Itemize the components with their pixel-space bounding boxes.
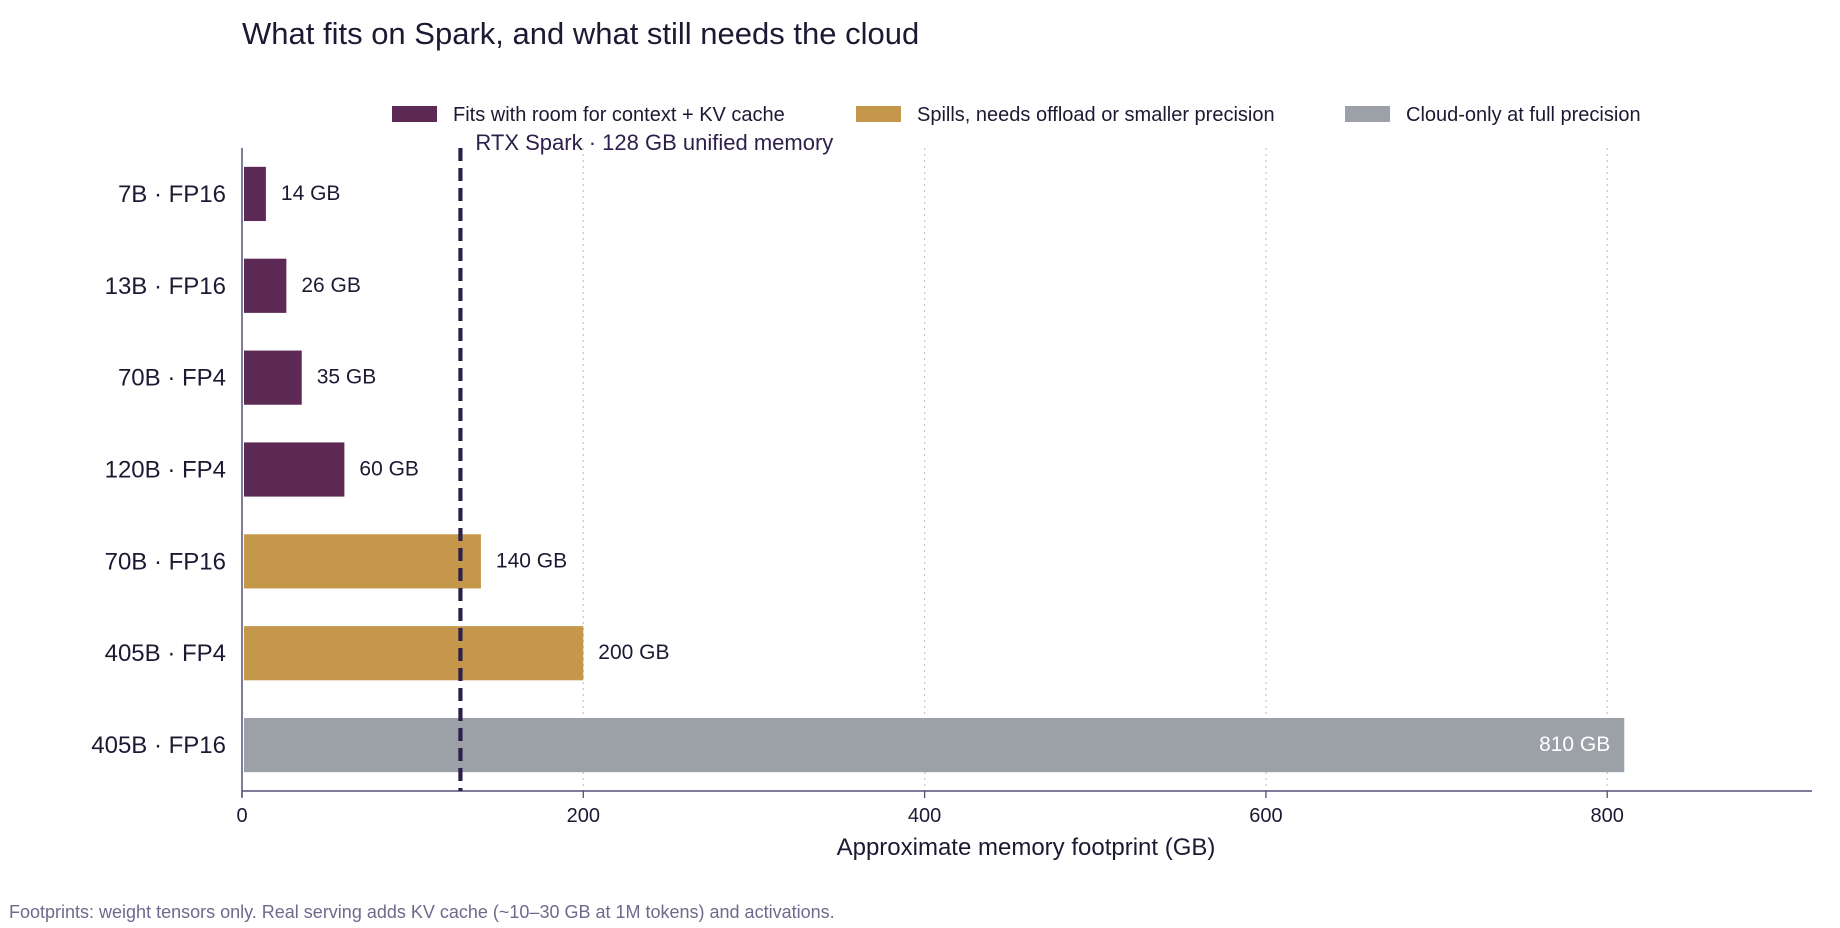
legend-swatch-cloud xyxy=(1345,106,1390,122)
bar xyxy=(244,626,584,681)
bar-value-label: 60 GB xyxy=(359,458,419,481)
y-tick-label: 13B · FP16 xyxy=(105,273,226,300)
legend-item-cloud: Cloud-only at full precision xyxy=(1345,104,1641,126)
legend-item-fits: Fits with room for context + KV cache xyxy=(392,104,785,126)
bar-value-label: 35 GB xyxy=(317,366,377,389)
y-tick-label: 405B · FP16 xyxy=(91,732,226,759)
reference-line-group: RTX Spark · 128 GB unified memory xyxy=(458,130,833,791)
legend: Fits with room for context + KV cache Spi… xyxy=(392,104,1641,126)
y-tick-label: 70B · FP16 xyxy=(105,548,226,575)
chart-title: What fits on Spark, and what still needs… xyxy=(242,16,919,51)
x-tick-label: 800 xyxy=(1591,805,1624,827)
y-tick-label: 120B · FP4 xyxy=(105,457,226,484)
bar xyxy=(244,717,1625,773)
bar-value-label: 200 GB xyxy=(598,641,669,664)
bar xyxy=(244,350,302,405)
legend-item-spills: Spills, needs offload or smaller precisi… xyxy=(856,104,1275,126)
legend-swatch-spills xyxy=(856,106,901,122)
bar-value-label: 14 GB xyxy=(281,182,341,205)
bar xyxy=(244,534,481,589)
legend-label-cloud: Cloud-only at full precision xyxy=(1406,104,1641,126)
x-axis-label: Approximate memory footprint (GB) xyxy=(837,834,1216,861)
x-tick-label: 400 xyxy=(908,805,941,827)
x-tick-label: 200 xyxy=(567,805,600,827)
legend-label-spills: Spills, needs offload or smaller precisi… xyxy=(917,104,1275,126)
y-tick-label: 7B · FP16 xyxy=(118,181,226,208)
y-tick-label: 405B · FP4 xyxy=(105,640,226,667)
legend-label-fits: Fits with room for context + KV cache xyxy=(453,104,785,126)
x-tick-label: 0 xyxy=(236,805,247,827)
gridlines xyxy=(582,148,1608,791)
bars: 14 GB 7B · FP16 26 GB 13B · FP16 35 GB 70B · … xyxy=(91,166,1625,773)
bar-value-label: 140 GB xyxy=(496,549,567,572)
axes: 0 200 400 600 800 xyxy=(236,148,1812,827)
bar xyxy=(244,166,266,222)
legend-swatch-fits xyxy=(392,106,437,122)
bar xyxy=(244,442,345,497)
x-tick-label: 600 xyxy=(1249,805,1282,827)
bar-value-label: 810 GB xyxy=(1539,733,1610,756)
footnote: Footprints: weight tensors only. Real se… xyxy=(9,902,835,922)
y-tick-label: 70B · FP4 xyxy=(118,365,226,392)
reference-line-label: RTX Spark · 128 GB unified memory xyxy=(475,130,833,155)
bar xyxy=(244,258,287,313)
bar-value-label: 26 GB xyxy=(301,274,361,297)
